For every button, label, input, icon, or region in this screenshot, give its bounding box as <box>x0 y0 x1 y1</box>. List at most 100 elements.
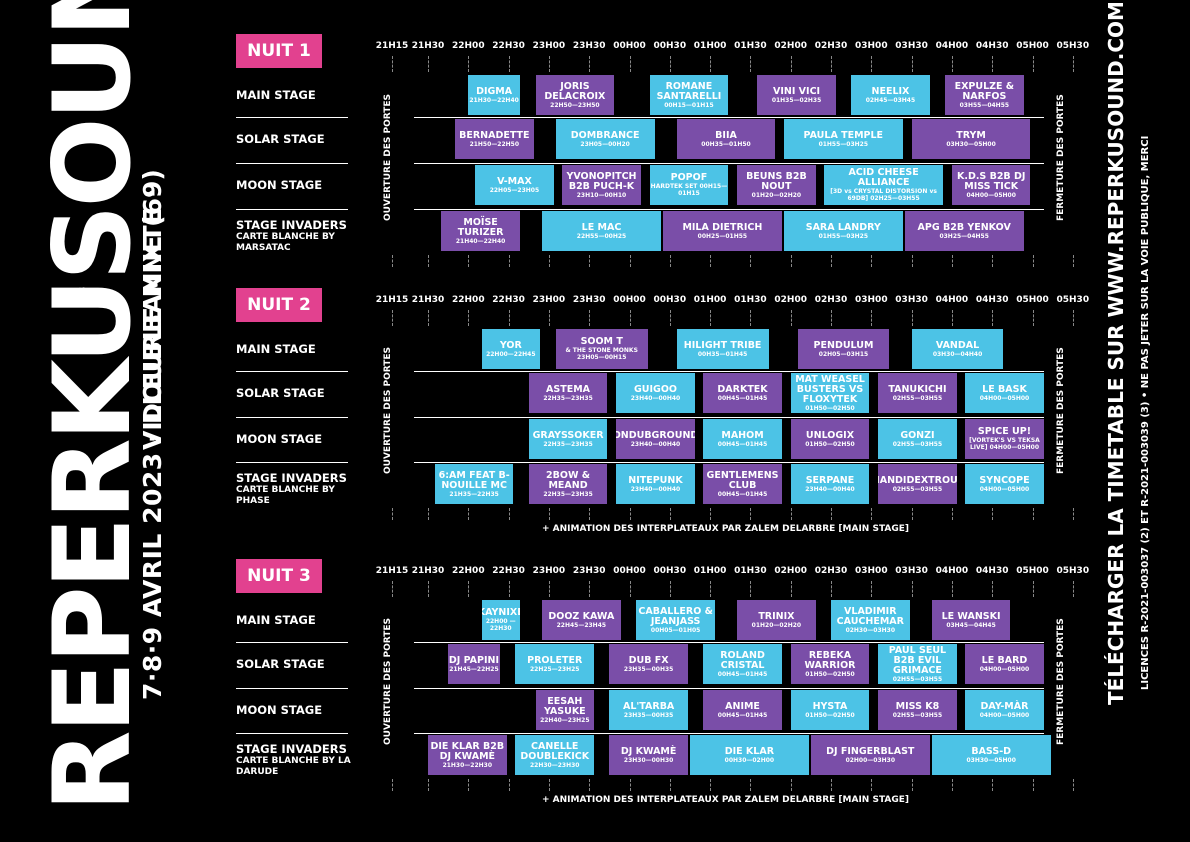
artist-set[interactable]: DAY-MÀR 04H00—05H00 <box>965 690 1044 730</box>
artist-set[interactable]: PAULA TEMPLE 01H55—03H25 <box>783 119 903 159</box>
artist-name: MANDIDEXTROUS <box>878 474 957 486</box>
doors-close-label: FERMETURE DES PORTES <box>1056 347 1066 474</box>
artist-set[interactable]: HYSTA 01H50—02H50 <box>790 690 870 730</box>
artist-set[interactable]: DOMBRANCE 23H05—00H20 <box>555 119 655 159</box>
stage-separator <box>236 462 348 463</box>
artist-set[interactable]: MAT WEASEL BUSTERS VS FLOXYTEK 01H50—02H5… <box>790 373 870 413</box>
artist-set[interactable]: CANELLE DOUBLEKICK 22H30—23H30 <box>515 735 595 775</box>
artist-set[interactable]: REBEKA WARRIOR 01H50—02H50 <box>790 644 870 684</box>
set-time: 22H05—23H05 <box>489 186 540 194</box>
artist-set[interactable]: ASTEMA 22H35—23H35 <box>528 373 608 413</box>
artist-set[interactable]: 2BOW & MEAND 22H35—23H35 <box>528 464 608 504</box>
artist-set[interactable]: BASS-D 03H30—05H00 <box>931 735 1051 775</box>
artist-set[interactable]: GUIGOO 23H40—00H40 <box>616 373 695 413</box>
artist-set[interactable]: GRAYSSOKER 22H35—23H35 <box>528 419 608 459</box>
artist-set[interactable]: ACID CHEESE ALLIANCE [3D vs CRYSTAL DISTO… <box>824 165 944 205</box>
artist-set[interactable]: 6:AM FEAT B-NOUILLE MC 21H35—22H35 <box>434 464 514 504</box>
artist-set[interactable]: UNLOGIX 01H50—02H50 <box>790 419 870 459</box>
artist-set[interactable]: V-MAX 22H05—23H05 <box>475 165 554 205</box>
artist-set[interactable]: NEELIX 02H45—03H45 <box>851 75 930 115</box>
artist-set[interactable]: SYNCOPE 04H00—05H00 <box>965 464 1044 504</box>
artist-set[interactable]: SPICE UP! [VORTEK'S VS TEKSA LIVE] 04H00—… <box>965 419 1044 459</box>
artist-name: GRAYSSOKER <box>532 429 604 441</box>
artist-set[interactable]: VANDAL 03H30—04H40 <box>911 329 1004 369</box>
artist-set[interactable]: PENDULUM 02H05—03H15 <box>797 329 890 369</box>
time-tick: 05H30 <box>1056 41 1090 51</box>
artist-set[interactable]: MILA DIETRICH 00H25—01H55 <box>662 211 782 251</box>
artist-set[interactable]: BEUNS B2B NOUT 01H20—02H20 <box>737 165 816 205</box>
set-time: 00H05—01H05 <box>650 626 701 634</box>
artist-set[interactable]: DIGMA 21H30—22H40 <box>468 75 520 115</box>
artist-set[interactable]: KAYNIXE22H00 — 22H30 <box>481 600 520 640</box>
artist-set[interactable]: SARA LANDRY 01H55—03H25 <box>783 211 903 251</box>
time-gridline <box>710 581 712 597</box>
artist-set[interactable]: DUB FX 23H35—00H35 <box>609 644 688 684</box>
artist-set[interactable]: DIE KLAR B2B DJ KWAMÈ 21H30—22H30 <box>428 735 507 775</box>
artist-set[interactable]: ANIME 00H45—01H45 <box>703 690 782 730</box>
time-gridline <box>629 310 631 326</box>
artist-set[interactable]: PROLETER 22H25—23H25 <box>515 644 595 684</box>
artist-name: DIE KLAR B2B DJ KWAMÈ <box>430 740 505 762</box>
artist-set[interactable]: LE WANSKI 03H45—04H45 <box>931 600 1011 640</box>
artist-set[interactable]: EXPULZE & NARFOS 03H55—04H55 <box>945 75 1024 115</box>
artist-set[interactable]: VINI VICI 01H35—02H35 <box>757 75 836 115</box>
artist-set[interactable]: DOOZ KAWA 22H45—23H45 <box>542 600 621 640</box>
artist-set[interactable]: GONZI 02H55—03H55 <box>878 419 957 459</box>
artist-set[interactable]: DARKTEK 00H45—01H45 <box>703 373 782 413</box>
artist-name: DJ PAPINI <box>448 654 500 666</box>
artist-set[interactable]: APG B2B YENKOV 03H25—04H55 <box>904 211 1024 251</box>
artist-set[interactable]: DIE KLAR 00H30—02H00 <box>689 735 809 775</box>
artist-set[interactable]: ONDUBGROUND 23H40—00H40 <box>616 419 695 459</box>
stage-separator <box>236 117 348 118</box>
row-separator <box>414 462 1044 463</box>
artist-set[interactable]: SERPANE 23H40—00H40 <box>790 464 870 504</box>
artist-set[interactable]: SOOM T & THE STONE MONKS 23H05—00H15 <box>555 329 648 369</box>
artist-set[interactable]: K.D.S B2B DJ MISS TICK 04H00—05H00 <box>951 165 1031 205</box>
artist-set[interactable]: MAHOM 00H45—01H45 <box>703 419 782 459</box>
artist-set[interactable]: PAUL SEUL B2B EVIL GRIMACE 02H55—03H55 <box>878 644 957 684</box>
artist-set[interactable]: DJ PAPINI 21H45—22H25 <box>448 644 500 684</box>
artist-set[interactable]: EESAH YASUKE 22H40—23H25 <box>535 690 595 730</box>
time-gridline <box>629 508 631 520</box>
artist-set[interactable]: DJ FINGERBLAST 02H00—03H30 <box>810 735 930 775</box>
artist-set[interactable]: MANDIDEXTROUS02H55—03H55 <box>878 464 957 504</box>
time-gridline <box>548 255 550 267</box>
artist-set[interactable]: POPOF HARDTEK SET 00H15—01H15 <box>649 165 729 205</box>
set-time: 01H50—02H50 <box>805 711 855 719</box>
artist-set[interactable]: TRYM 03H30—05H00 <box>911 119 1031 159</box>
artist-set[interactable]: HILIGHT TRIBE 00H35—01H45 <box>676 329 769 369</box>
time-gridline <box>669 255 671 267</box>
artist-set[interactable]: LE MAC 22H55—00H25 <box>542 211 661 251</box>
artist-set[interactable]: MOÏSE TURIZER 21H40—22H40 <box>441 211 520 251</box>
stage-name: SOLAR STAGE <box>236 132 325 146</box>
artist-set[interactable]: LE BASK 04H00—05H00 <box>965 373 1044 413</box>
artist-set[interactable]: TRINIX 01H20—02H20 <box>737 600 816 640</box>
artist-set[interactable]: MISS K8 02H55—03H55 <box>878 690 957 730</box>
time-gridline <box>992 310 994 326</box>
artist-set[interactable]: ROMANE SANTARELLI 00H15—01H15 <box>649 75 729 115</box>
artist-set[interactable]: BERNADETTE 21H50—22H50 <box>455 119 534 159</box>
artist-set[interactable]: JORIS DELACROIX 22H50—23H50 <box>535 75 615 115</box>
stage-label: SOLAR STAGE <box>236 133 352 146</box>
artist-set[interactable]: CABALLERO & JEANJASS 00H05—01H05 <box>636 600 715 640</box>
artist-set[interactable]: NITEPUNK 23H40—00H40 <box>616 464 695 504</box>
artist-set[interactable]: YOR 22H00—22H45 <box>481 329 541 369</box>
artist-set[interactable]: LE BARD 04H00—05H00 <box>965 644 1044 684</box>
artist-set[interactable]: AL'TARBA 23H35—00H35 <box>609 690 688 730</box>
artist-set[interactable]: YVONOPITCH B2B PUCH-K 23H10—00H10 <box>562 165 641 205</box>
time-gridline <box>669 779 671 791</box>
artist-set[interactable]: GENTLEMENS CLUB 00H45—01H45 <box>703 464 782 504</box>
artist-set[interactable]: ROLAND CRISTAL 00H45—01H45 <box>703 644 782 684</box>
artist-set[interactable]: TANUKICHI 02H55—03H55 <box>878 373 957 413</box>
set-time: 02H05—03H15 <box>818 350 869 358</box>
artist-set[interactable]: DJ KWAMÈ 23H30—00H30 <box>609 735 688 775</box>
artist-set[interactable]: VLADIMIR CAUCHEMAR 02H30—03H30 <box>831 600 910 640</box>
time-tick: 00H30 <box>653 41 687 51</box>
doors-close-label: FERMETURE DES PORTES <box>1056 618 1066 745</box>
download-link-text[interactable]: TÉLÉCHARGER LA TIMETABLE SUR WWW.REPERKU… <box>1104 1 1128 705</box>
artist-set[interactable]: BIIA 00H35—01H50 <box>676 119 776 159</box>
time-gridline <box>468 508 470 520</box>
stage-subtitle: CARTE BLANCHE BY PHASE <box>236 485 335 506</box>
time-gridline <box>669 310 671 326</box>
set-time: HARDTEK SET 00H15—01H15 <box>650 183 728 197</box>
